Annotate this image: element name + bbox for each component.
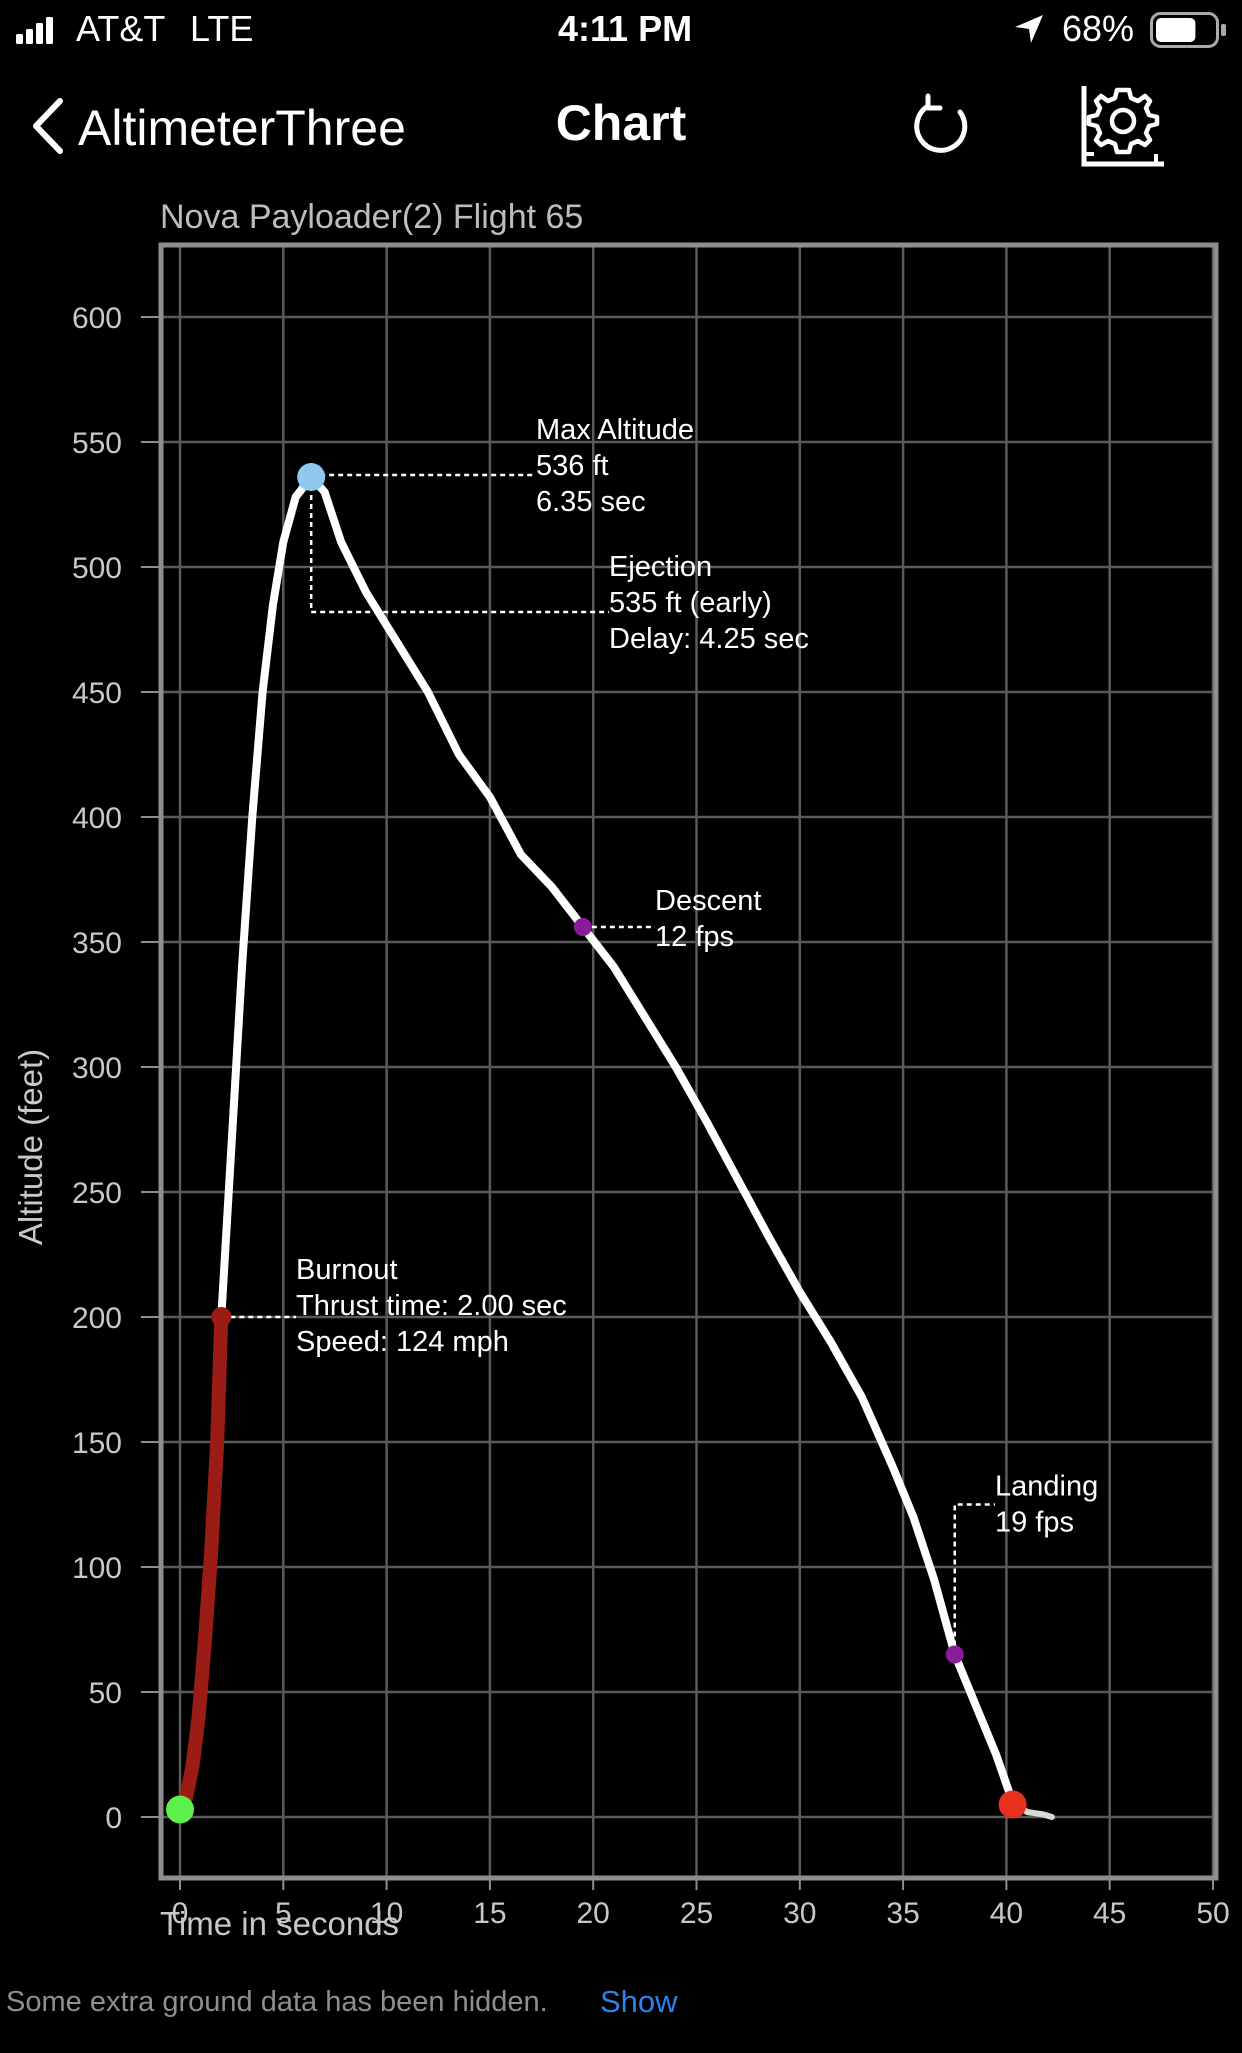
landing-annotation-line: Landing	[995, 1471, 1098, 1503]
ejection-annotation-line: 535 ft (early)	[609, 587, 772, 619]
x-tick-label: 35	[886, 1897, 919, 1930]
landing-annotation-line: 19 fps	[995, 1507, 1074, 1539]
page-title: Chart	[555, 95, 687, 151]
location-arrow-icon	[1012, 12, 1046, 51]
x-axis-label: Time in seconds	[160, 1905, 399, 1942]
x-tick-label: 25	[680, 1897, 713, 1930]
thrust-series-line	[173, 1310, 229, 1817]
descent-annotation-line: Descent	[655, 885, 761, 917]
x-tick-label: 15	[473, 1897, 506, 1930]
x-tick-label: 20	[577, 1897, 610, 1930]
chart-title: Nova Payloader(2) Flight 65	[160, 198, 583, 236]
y-tick-label: 400	[72, 802, 122, 835]
battery-icon	[1150, 12, 1228, 53]
gear-settings-icon	[1080, 86, 1166, 172]
flight-series-line	[217, 473, 1017, 1806]
burnout-annotation-line: Speed: 124 mph	[296, 1326, 509, 1358]
back-button[interactable]: AltimeterThree	[30, 88, 406, 168]
signal-icon	[16, 16, 56, 49]
landing-leader-line	[953, 1503, 995, 1655]
plot-area-frame	[158, 242, 1219, 1881]
y-axis-label: Altitude (feet)	[12, 1049, 49, 1245]
max-altitude-annotation-line: 6.35 sec	[536, 486, 646, 518]
y-tick-label: 600	[72, 302, 122, 335]
y-tick-label: 350	[72, 927, 122, 960]
landing-marker	[998, 1790, 1027, 1819]
y-tick-label: 250	[72, 1177, 122, 1210]
x-tick-label: 5	[275, 1897, 292, 1930]
ejection-annotation-line: Ejection	[609, 551, 712, 583]
x-tick-label: 30	[783, 1897, 816, 1930]
show-hidden-data-button[interactable]: Show	[600, 1984, 678, 2019]
x-tick-label: 40	[990, 1897, 1023, 1930]
max-altitude-annotation-line: 536 ft	[536, 450, 609, 482]
burnout-annotation-line: Thrust time: 2.00 sec	[296, 1290, 567, 1322]
network-label: LTE	[190, 8, 254, 49]
y-tick-label: 200	[72, 1302, 122, 1335]
y-tick-label: 150	[72, 1427, 122, 1460]
landing-rate-marker	[945, 1645, 964, 1664]
battery-percent: 68%	[1062, 8, 1135, 49]
status-bar: AT&T LTE 4:11 PM 68%	[0, 0, 1242, 62]
apogee-marker	[297, 463, 326, 491]
chevron-left-icon	[30, 97, 66, 160]
x-tick-label: 50	[1196, 1897, 1229, 1930]
y-tick-label: 100	[72, 1552, 122, 1585]
x-tick-label: 0	[172, 1897, 189, 1930]
max-altitude-annotation-line: Max Altitude	[536, 414, 694, 446]
hidden-data-note: Some extra ground data has been hidden.	[6, 1986, 548, 2018]
y-tick-label: 50	[89, 1677, 122, 1710]
descent-annotation-line: 12 fps	[655, 921, 734, 953]
settings-button[interactable]	[1080, 84, 1166, 173]
y-tick-label: 450	[72, 677, 122, 710]
y-tick-label: 300	[72, 1052, 122, 1085]
navigation-bar: AltimeterThree Chart	[0, 70, 1242, 185]
y-tick-label: 0	[105, 1802, 122, 1835]
x-tick-label: 45	[1093, 1897, 1126, 1930]
burnout-marker	[211, 1307, 232, 1327]
back-button-label: AltimeterThree	[78, 100, 406, 156]
launch-marker	[166, 1795, 194, 1824]
refresh-icon	[908, 93, 976, 162]
x-tick-label: 10	[370, 1897, 403, 1930]
ejection-annotation-line: Delay: 4.25 sec	[609, 623, 809, 655]
burnout-annotation-line: Burnout	[296, 1254, 398, 1286]
altitude-chart: Nova Payloader(2) Flight 65 0 5 10 15 20 25 30…	[12, 198, 1230, 1942]
y-tick-label: 550	[72, 427, 122, 460]
refresh-button[interactable]	[908, 90, 976, 163]
descent-marker	[573, 918, 592, 936]
y-tick-label: 500	[72, 552, 122, 585]
carrier-label: AT&T	[76, 8, 166, 49]
ejection-leader-line	[309, 477, 609, 614]
clock: 4:11 PM	[558, 8, 693, 49]
